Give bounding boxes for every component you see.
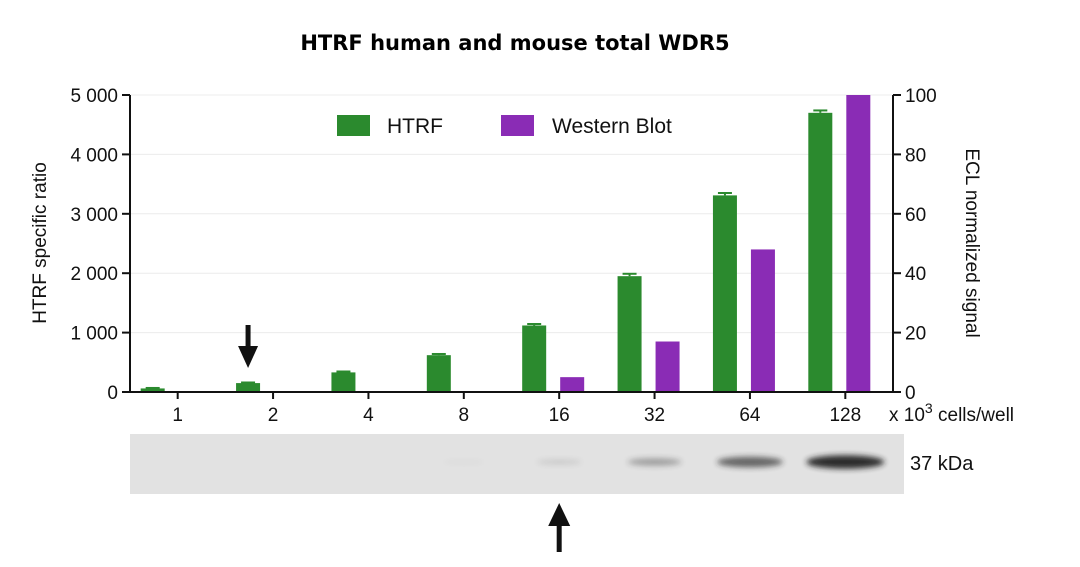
- up-arrow: [548, 503, 571, 552]
- right-tick-label: 100: [905, 86, 937, 107]
- bar-htrf: [426, 355, 451, 392]
- bars: [140, 95, 871, 392]
- blot-bands: [443, 455, 885, 469]
- x-unit-prefix: x 10: [889, 405, 925, 426]
- x-ticks: 1 2 4 8 16 32 64 128: [172, 392, 861, 426]
- legend-swatch-western-blot: [501, 115, 534, 136]
- chart-title: HTRF human and mouse total WDR5: [300, 31, 729, 55]
- right-tick-label: 20: [905, 324, 926, 345]
- x-tick-label: 4: [363, 405, 374, 426]
- blot-size-label: 37 kDa: [910, 453, 974, 475]
- bar-htrf: [522, 325, 547, 392]
- x-tick-label: 32: [644, 405, 665, 426]
- bar-western-blot: [750, 249, 775, 392]
- bar-htrf: [140, 388, 165, 392]
- right-tick-label: 80: [905, 145, 926, 166]
- down-arrow: [238, 325, 259, 368]
- legend: HTRF Western Blot: [337, 115, 672, 138]
- bar-htrf: [808, 112, 833, 392]
- x-tick-label: 1: [172, 405, 183, 426]
- down-arrow-head: [238, 346, 259, 368]
- left-tick-label: 1 000: [70, 324, 118, 345]
- blot-band: [716, 456, 783, 468]
- x-unit-suffix: cells/well: [933, 405, 1014, 426]
- left-ticks: 0 1 000 2 000 3 000 4 000 5 000: [70, 86, 130, 404]
- left-tick-label: 3 000: [70, 205, 118, 226]
- left-tick-label: 2 000: [70, 264, 118, 285]
- x-tick-label: 16: [549, 405, 570, 426]
- western-blot-image: [130, 434, 904, 494]
- blot-band: [806, 455, 885, 469]
- x-tick-label: 8: [459, 405, 470, 426]
- bar-western-blot: [846, 95, 871, 392]
- x-tick-label: 64: [739, 405, 761, 426]
- y-axis-right-label: ECL normalized signal: [961, 148, 982, 337]
- bar-htrf: [236, 383, 261, 392]
- bar-western-blot: [655, 341, 680, 392]
- legend-swatch-htrf: [337, 115, 370, 136]
- bar-htrf: [712, 195, 737, 392]
- bar-htrf: [617, 276, 642, 392]
- right-tick-label: 40: [905, 264, 926, 285]
- left-tick-label: 5 000: [70, 86, 118, 107]
- blot-band: [536, 459, 582, 465]
- right-ticks: 0 20 40 60 80 100: [893, 86, 937, 404]
- x-axis-unit: x 103 cells/well: [889, 400, 1014, 426]
- blot-band: [443, 460, 484, 464]
- right-tick-label: 60: [905, 205, 926, 226]
- left-tick-label: 0: [107, 383, 118, 404]
- legend-label-htrf: HTRF: [387, 115, 443, 138]
- y-axis-left-label: HTRF specific ratio: [30, 162, 51, 324]
- blot-band: [627, 458, 682, 466]
- legend-label-western-blot: Western Blot: [552, 115, 672, 138]
- bar-htrf: [331, 372, 356, 392]
- bar-western-blot: [560, 377, 585, 392]
- up-arrow-head: [548, 503, 571, 526]
- left-tick-label: 4 000: [70, 145, 118, 166]
- right-tick-label: 0: [905, 383, 916, 404]
- x-tick-label: 128: [829, 405, 861, 426]
- x-tick-label: 2: [268, 405, 279, 426]
- x-unit-exponent: 3: [925, 400, 933, 416]
